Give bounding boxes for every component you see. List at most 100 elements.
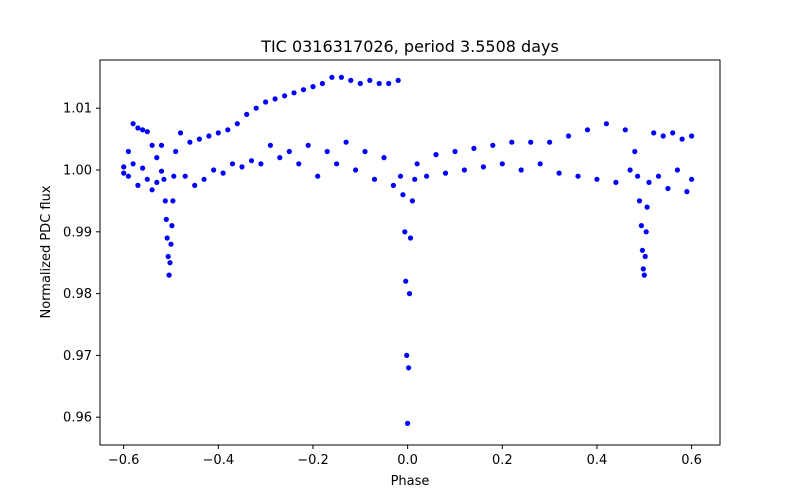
data-point xyxy=(282,93,288,99)
data-point xyxy=(192,182,198,188)
data-point xyxy=(406,365,412,371)
data-point xyxy=(291,90,297,96)
data-point xyxy=(395,77,401,83)
data-point xyxy=(386,80,392,87)
data-point xyxy=(397,173,404,179)
data-point xyxy=(286,148,292,155)
x-tick-label: −0.6 xyxy=(108,453,140,468)
data-point xyxy=(154,179,160,185)
data-point xyxy=(565,133,572,139)
data-point xyxy=(603,121,610,127)
data-point xyxy=(584,127,591,133)
data-point xyxy=(149,187,155,193)
data-point xyxy=(407,235,414,241)
data-point xyxy=(400,192,406,198)
data-point xyxy=(660,133,666,139)
x-tick-label: 0.4 xyxy=(587,453,608,468)
data-point xyxy=(689,133,695,139)
data-point xyxy=(390,182,396,188)
data-point xyxy=(144,129,150,135)
data-point xyxy=(258,161,264,167)
data-point xyxy=(556,170,562,176)
data-point xyxy=(409,198,415,204)
data-point xyxy=(234,121,240,127)
data-point xyxy=(201,176,207,182)
data-point xyxy=(357,80,363,87)
data-point xyxy=(424,173,430,179)
data-point xyxy=(405,420,411,426)
data-point xyxy=(310,84,316,90)
data-point xyxy=(220,170,226,176)
data-point xyxy=(272,96,278,102)
data-point xyxy=(319,80,325,87)
data-point xyxy=(140,127,146,133)
data-point xyxy=(371,176,378,182)
x-axis-title: Phase xyxy=(391,474,430,489)
data-point xyxy=(480,164,486,170)
data-point xyxy=(689,176,695,182)
data-point xyxy=(253,105,259,111)
data-point xyxy=(206,133,212,139)
data-point xyxy=(461,167,467,173)
data-point xyxy=(121,164,127,170)
data-point xyxy=(433,152,439,158)
data-point xyxy=(125,173,131,179)
plot-frame xyxy=(99,59,721,446)
data-point xyxy=(471,145,477,151)
data-point xyxy=(305,142,311,148)
data-point xyxy=(641,272,647,278)
data-point xyxy=(164,235,170,241)
data-point xyxy=(135,182,141,188)
data-point xyxy=(211,167,217,173)
data-point xyxy=(154,155,160,161)
x-tick-label: 0.6 xyxy=(681,453,702,468)
y-axis: 0.96 0.97 0.98 0.99 1.00 1.01 xyxy=(63,102,100,426)
data-point xyxy=(248,158,255,164)
data-point xyxy=(575,173,581,179)
data-point xyxy=(244,111,250,117)
data-point xyxy=(594,176,600,182)
data-point xyxy=(646,179,652,185)
data-point xyxy=(499,161,505,167)
data-point xyxy=(674,167,681,173)
y-tick-label: 0.97 xyxy=(63,349,92,364)
data-point xyxy=(215,130,221,136)
y-tick-label: 0.96 xyxy=(63,411,92,426)
data-point xyxy=(171,173,177,179)
data-point xyxy=(163,216,169,222)
data-point xyxy=(644,204,650,210)
data-point xyxy=(324,148,330,155)
data-point xyxy=(406,291,413,297)
data-point xyxy=(167,260,173,266)
data-point xyxy=(125,148,131,155)
data-point xyxy=(632,148,638,155)
y-tick-label: 0.99 xyxy=(63,225,92,240)
data-point xyxy=(643,229,649,235)
data-point xyxy=(490,142,496,148)
data-point xyxy=(130,161,136,167)
data-point xyxy=(638,223,645,229)
data-point xyxy=(376,80,382,87)
data-point xyxy=(300,87,307,93)
data-point xyxy=(402,229,408,235)
x-tick-label: 0.0 xyxy=(397,453,418,468)
data-point xyxy=(187,139,193,145)
data-point xyxy=(177,130,184,136)
data-point xyxy=(182,173,188,179)
data-point xyxy=(168,241,174,247)
y-tick-label: 0.98 xyxy=(63,287,92,302)
data-point xyxy=(173,148,179,155)
data-point xyxy=(140,165,146,171)
data-point xyxy=(537,161,543,167)
data-point xyxy=(622,127,628,133)
x-tick-label: −0.4 xyxy=(203,453,235,468)
x-tick-label: 0.2 xyxy=(492,453,513,468)
data-point xyxy=(679,136,685,142)
data-point xyxy=(158,142,165,148)
data-point xyxy=(452,148,458,155)
data-point xyxy=(414,161,420,167)
data-point xyxy=(684,189,690,195)
data-point xyxy=(367,77,373,83)
data-point xyxy=(329,74,335,80)
